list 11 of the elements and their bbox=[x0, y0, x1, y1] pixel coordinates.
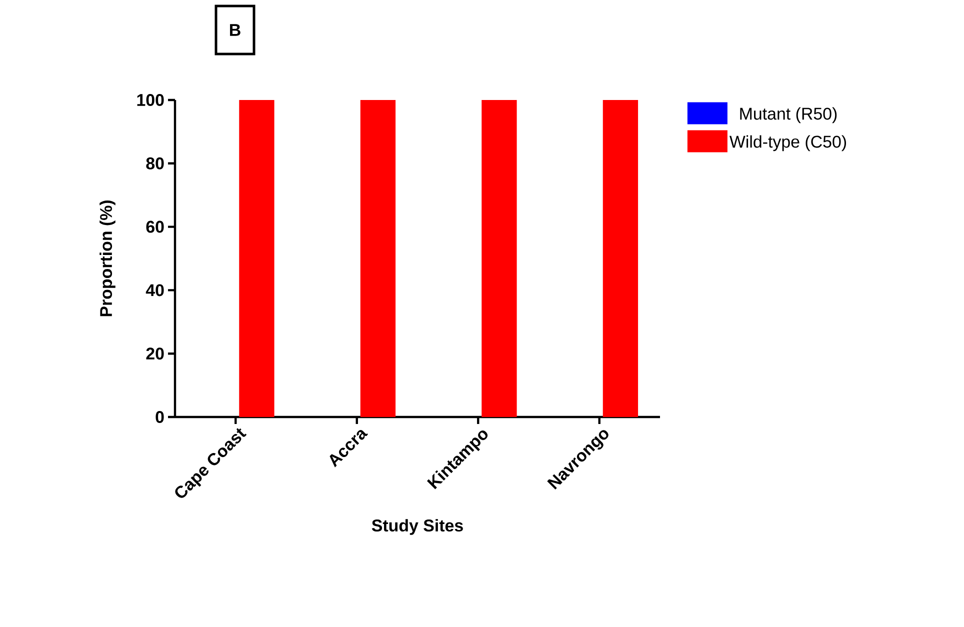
text: B bbox=[230, 24, 240, 36]
y-tick-label: 20 bbox=[146, 348, 164, 360]
y-tick-label: 40 bbox=[146, 284, 164, 296]
x-axis-title: Study Sites bbox=[372, 519, 463, 535]
legend-label: Mutant (R50) bbox=[740, 107, 837, 124]
y-tick-label: 100 bbox=[137, 94, 164, 106]
y-tick-label: 60 bbox=[146, 220, 164, 233]
y-tick-label: 0 bbox=[156, 411, 164, 423]
legend-label: Wild-type (C50) bbox=[730, 135, 846, 152]
y-tick-label: 80 bbox=[146, 157, 164, 170]
y-axis-title: Proportion (%) bbox=[100, 200, 116, 316]
